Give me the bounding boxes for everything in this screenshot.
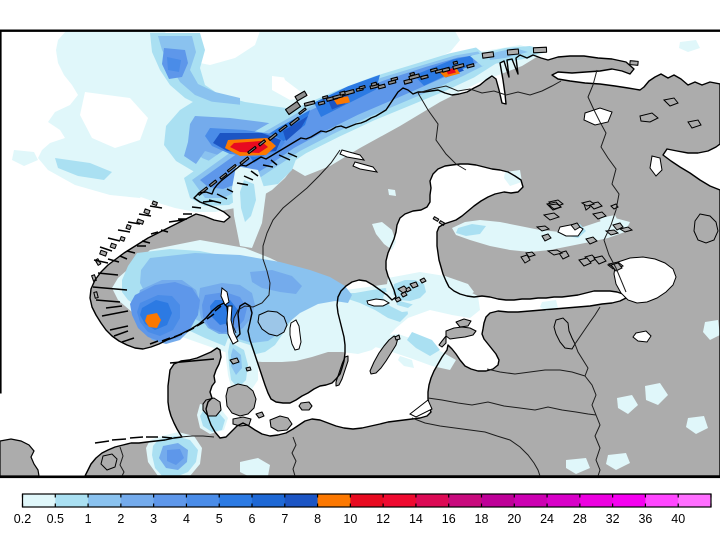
svg-text:0.2: 0.2 [14,512,31,526]
svg-text:10: 10 [343,512,357,526]
svg-text:5: 5 [216,512,223,526]
svg-text:32: 32 [606,512,620,526]
svg-text:36: 36 [638,512,652,526]
svg-text:40: 40 [671,512,685,526]
svg-text:18: 18 [475,512,489,526]
svg-text:3: 3 [150,512,157,526]
svg-text:4: 4 [183,512,190,526]
svg-text:16: 16 [442,512,456,526]
svg-text:28: 28 [573,512,587,526]
svg-text:0.5: 0.5 [47,512,64,526]
svg-text:1: 1 [85,512,92,526]
svg-text:12: 12 [376,512,390,526]
svg-text:14: 14 [409,512,423,526]
svg-text:8: 8 [314,512,321,526]
svg-text:6: 6 [249,512,256,526]
svg-text:2: 2 [117,512,124,526]
svg-text:7: 7 [281,512,288,526]
svg-text:20: 20 [507,512,521,526]
svg-text:24: 24 [540,512,554,526]
